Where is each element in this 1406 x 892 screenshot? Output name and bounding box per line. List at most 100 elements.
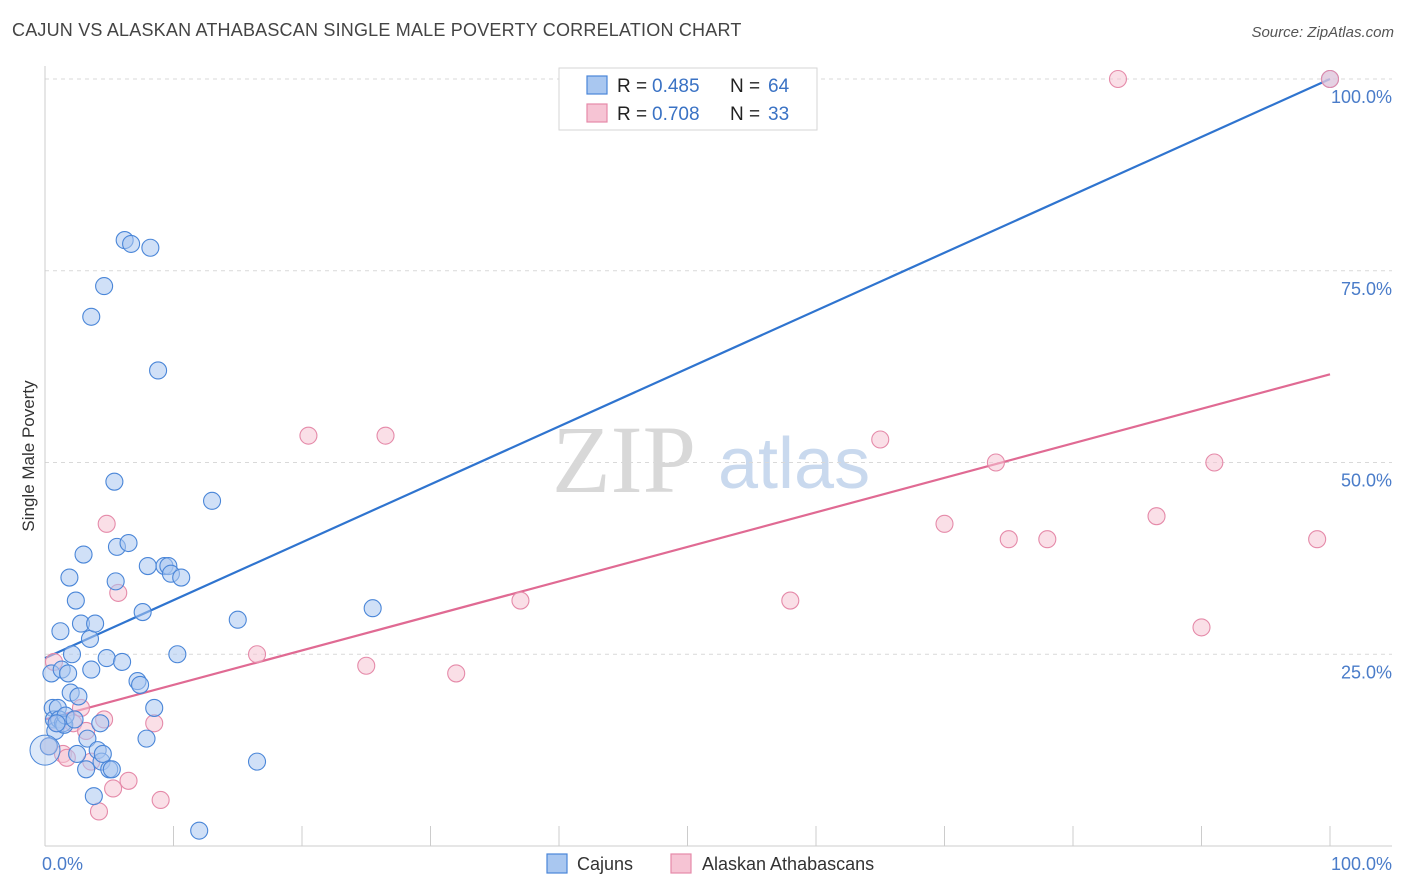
data-point-cajuns xyxy=(93,744,112,764)
data-point-cajuns xyxy=(119,533,138,553)
data-point-cajuns xyxy=(39,737,58,756)
data-point-cajuns xyxy=(133,603,152,622)
data-point-cajuns xyxy=(68,744,87,764)
source-label: Source: ZipAtlas.com xyxy=(1251,24,1394,41)
watermark-atlas: atlas xyxy=(718,424,870,504)
data-point-cajuns xyxy=(106,572,125,591)
data-point-cajuns xyxy=(149,361,168,380)
data-point-cajuns xyxy=(138,556,157,576)
legend-n-label-2: N = xyxy=(730,104,760,125)
data-point-athabascans xyxy=(89,802,109,821)
legend-n-value-1: 64 xyxy=(768,76,790,97)
data-point-athabascans xyxy=(935,514,954,533)
chart-title: CAJUN VS ALASKAN ATHABASCAN SINGLE MALE … xyxy=(12,20,742,40)
data-point-cajuns xyxy=(82,307,101,326)
data-point-athabascans xyxy=(357,656,376,675)
data-point-athabascans xyxy=(104,779,123,798)
data-point-athabascans xyxy=(145,714,164,733)
data-point-athabascans xyxy=(119,771,138,790)
data-point-cajuns xyxy=(78,729,97,748)
data-point-cajuns xyxy=(86,614,105,633)
gridlines xyxy=(45,78,1392,655)
trend-line-cajuns xyxy=(44,77,1331,660)
y-tick-labels: 25.0% 50.0% 75.0% 100.0% xyxy=(1331,87,1392,682)
legend-n-label-1: N = xyxy=(730,76,760,97)
data-point-cluster xyxy=(29,734,61,766)
data-point-cajuns xyxy=(172,568,191,587)
data-point-cajuns xyxy=(131,675,150,694)
data-point-cajuns xyxy=(62,645,82,664)
data-point-cajuns xyxy=(82,660,101,679)
y-tick-label: 100.0% xyxy=(1331,87,1392,107)
data-point-cajuns xyxy=(66,591,85,610)
data-point-cajuns xyxy=(65,710,84,729)
y-tick-label: 75.0% xyxy=(1341,279,1392,299)
y-tick-label: 25.0% xyxy=(1341,662,1392,682)
bottom-legend-label-cajuns: Cajuns xyxy=(577,854,633,874)
data-point-cajuns xyxy=(145,698,164,717)
data-point-cajuns xyxy=(95,277,114,296)
data-point-athabascans xyxy=(781,591,800,610)
data-point-athabascans xyxy=(151,790,170,810)
axes xyxy=(44,66,1392,847)
data-point-cajuns xyxy=(59,664,78,683)
data-point-athabascans xyxy=(376,426,395,445)
data-point-cajuns xyxy=(102,760,121,779)
data-point-cajuns xyxy=(363,599,382,618)
data-point-cajuns xyxy=(228,610,247,629)
data-point-cajuns xyxy=(80,629,100,648)
data-point-cajuns xyxy=(74,545,93,564)
data-point-cajuns xyxy=(247,752,267,771)
data-point-cajuns xyxy=(105,472,124,491)
data-point-athabascans xyxy=(247,645,267,664)
x-tick-label-max: 100.0% xyxy=(1331,854,1392,874)
y-axis-title: Single Male Poverty xyxy=(19,380,38,532)
data-point-athabascans xyxy=(1308,530,1327,549)
data-point-cajuns xyxy=(47,714,66,733)
data-point-cajuns xyxy=(190,821,209,840)
data-point-cajuns xyxy=(51,622,70,641)
data-point-cajuns xyxy=(113,652,132,671)
legend-swatch-athabascans xyxy=(586,103,608,123)
data-point-cajuns xyxy=(141,238,160,257)
data-points xyxy=(29,69,1340,840)
legend-r-label-2: R = xyxy=(617,104,647,125)
bottom-legend: Cajuns Alaskan Athabascans xyxy=(546,853,874,874)
data-point-cajuns xyxy=(137,729,156,748)
legend-r-value-2: 0.708 xyxy=(652,104,700,125)
data-point-athabascans xyxy=(1192,618,1211,637)
data-point-cajuns xyxy=(168,645,187,664)
data-point-cajuns xyxy=(203,491,222,510)
data-point-athabascans xyxy=(1108,69,1128,89)
y-tick-label: 50.0% xyxy=(1341,471,1392,491)
legend-swatch-cajuns xyxy=(586,75,608,95)
x-tick-label-min: 0.0% xyxy=(42,854,83,874)
data-point-athabascans xyxy=(986,453,1005,472)
legend-r-label-1: R = xyxy=(617,76,647,97)
watermark-zip: ZIP xyxy=(552,406,696,513)
bottom-legend-label-athabascans: Alaskan Athabascans xyxy=(702,854,874,874)
legend-box: R = 0.485 N = 64 R = 0.708 N = 33 xyxy=(558,67,818,131)
data-point-cajuns xyxy=(77,760,96,779)
data-point-athabascans xyxy=(447,664,466,683)
bottom-legend-swatch-cajuns xyxy=(546,853,568,874)
data-point-athabascans xyxy=(871,430,890,449)
data-point-athabascans xyxy=(1147,507,1166,526)
data-point-cajuns xyxy=(122,234,141,253)
data-point-athabascans xyxy=(511,591,530,610)
bottom-legend-swatch-athabascans xyxy=(670,853,692,874)
data-point-athabascans xyxy=(999,530,1018,549)
data-point-cajuns xyxy=(84,787,103,806)
data-point-athabascans xyxy=(1038,530,1057,549)
data-point-athabascans xyxy=(1320,69,1340,89)
data-point-cajuns xyxy=(69,687,88,706)
data-point-athabascans xyxy=(299,426,318,445)
data-point-athabascans xyxy=(1205,453,1224,472)
legend-r-value-1: 0.485 xyxy=(652,76,700,97)
data-point-cajuns xyxy=(60,568,79,587)
data-point-cajuns xyxy=(97,649,116,668)
data-point-cajuns xyxy=(91,714,110,733)
legend-n-value-2: 33 xyxy=(768,104,789,125)
data-point-athabascans xyxy=(97,514,116,533)
